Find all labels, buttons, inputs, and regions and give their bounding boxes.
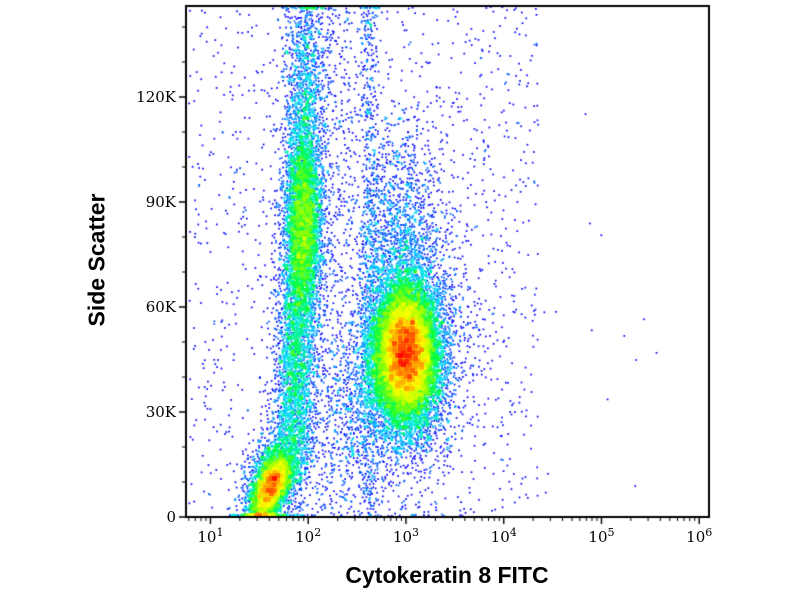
x-axis-title: Cytokeratin 8 FITC (345, 562, 549, 588)
x-axis-tick-label: 104 (490, 526, 517, 546)
y-axis-tick-label: 0 (166, 508, 176, 526)
x-axis-tick-label: 102 (295, 526, 322, 546)
x-axis-tick-label: 103 (392, 526, 419, 546)
y-axis-title: Side Scatter (83, 193, 110, 327)
y-axis-tick-label: 90K (145, 193, 176, 211)
y-axis-tick-label: 30K (145, 403, 176, 421)
y-axis-tick-label: 60K (145, 298, 176, 316)
x-axis-tick-label: 105 (588, 526, 615, 546)
x-axis-tick-label: 101 (197, 526, 224, 546)
x-axis-tick-label: 106 (686, 526, 713, 546)
y-axis-tick-label: 120K (136, 88, 176, 106)
